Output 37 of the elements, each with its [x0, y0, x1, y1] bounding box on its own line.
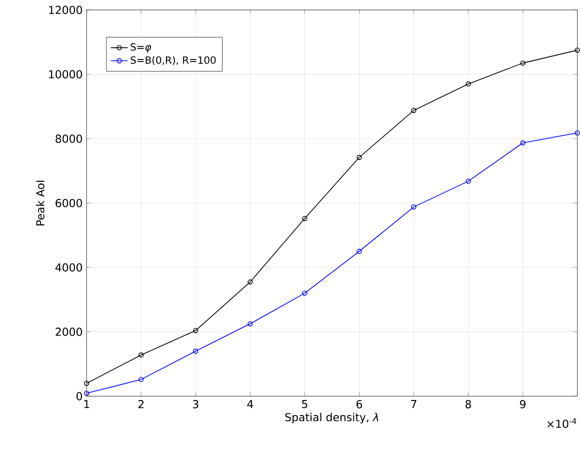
x-tick-label: 6: [356, 400, 362, 408]
point: [520, 60, 526, 66]
y-tick-label: 2000: [56, 328, 82, 336]
y-tick-label: 8000: [56, 134, 82, 143]
point: [411, 108, 416, 113]
x-tick-label: 1: [84, 400, 90, 408]
x-axis-title: Spatial density, λ: [285, 412, 378, 424]
point: [248, 279, 253, 285]
x-tick-label: 8: [466, 400, 472, 408]
x-tick-label: 7: [411, 400, 416, 408]
y-tick-label: 0: [76, 392, 82, 400]
point: [248, 321, 253, 326]
x-tick-label: 3: [193, 400, 198, 408]
point: [138, 376, 144, 382]
x-tick-label: 5: [302, 400, 308, 408]
y-tick-label: 10000: [49, 70, 82, 78]
point: [138, 352, 144, 358]
text: ×10$^{-4}$: [547, 418, 576, 428]
point: [193, 328, 198, 334]
point: [411, 204, 416, 210]
point: [302, 216, 308, 222]
x-tick-label: 9: [520, 400, 526, 408]
legend-label: S=φ: [130, 43, 152, 53]
x-tick-label: 2: [138, 400, 144, 408]
point: [302, 290, 308, 296]
legend-label: S=B(0,R), R=100: [130, 56, 216, 66]
y-axis-title: Peak AoI: [36, 180, 44, 226]
point: [193, 348, 198, 354]
point: [520, 140, 526, 146]
point: [356, 154, 362, 160]
x-tick-label: 4: [247, 400, 254, 408]
point: [356, 248, 362, 254]
point: [466, 81, 471, 87]
y-tick-label: 12000: [49, 6, 82, 14]
point: [466, 178, 471, 184]
y-tick-label: 4000: [55, 263, 82, 272]
y-tick-label: 6000: [56, 198, 82, 208]
